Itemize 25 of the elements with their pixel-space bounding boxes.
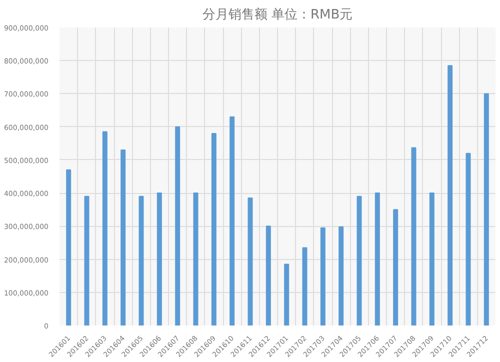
- bar: [66, 169, 72, 326]
- bar: [193, 192, 198, 326]
- bar: [374, 192, 380, 326]
- bar: [248, 198, 253, 326]
- bar: [175, 126, 180, 326]
- bar: [338, 226, 344, 326]
- bar: [448, 65, 453, 326]
- bar: [429, 192, 434, 326]
- bar: [393, 209, 398, 326]
- bar: [266, 226, 271, 326]
- bar: [484, 93, 489, 326]
- bar: [411, 147, 416, 326]
- bar: [320, 227, 326, 326]
- bar: [230, 116, 235, 326]
- bar: [84, 196, 90, 326]
- bar: [156, 192, 162, 326]
- bar: [102, 131, 108, 326]
- bar: [302, 247, 308, 326]
- bar: [356, 196, 362, 326]
- bar: [138, 196, 144, 326]
- bar: [120, 150, 126, 326]
- chart-title: 分月销售额 单位：RMB元: [202, 8, 353, 22]
- bar: [211, 132, 216, 326]
- bar: [284, 264, 290, 326]
- bar: [466, 152, 471, 326]
